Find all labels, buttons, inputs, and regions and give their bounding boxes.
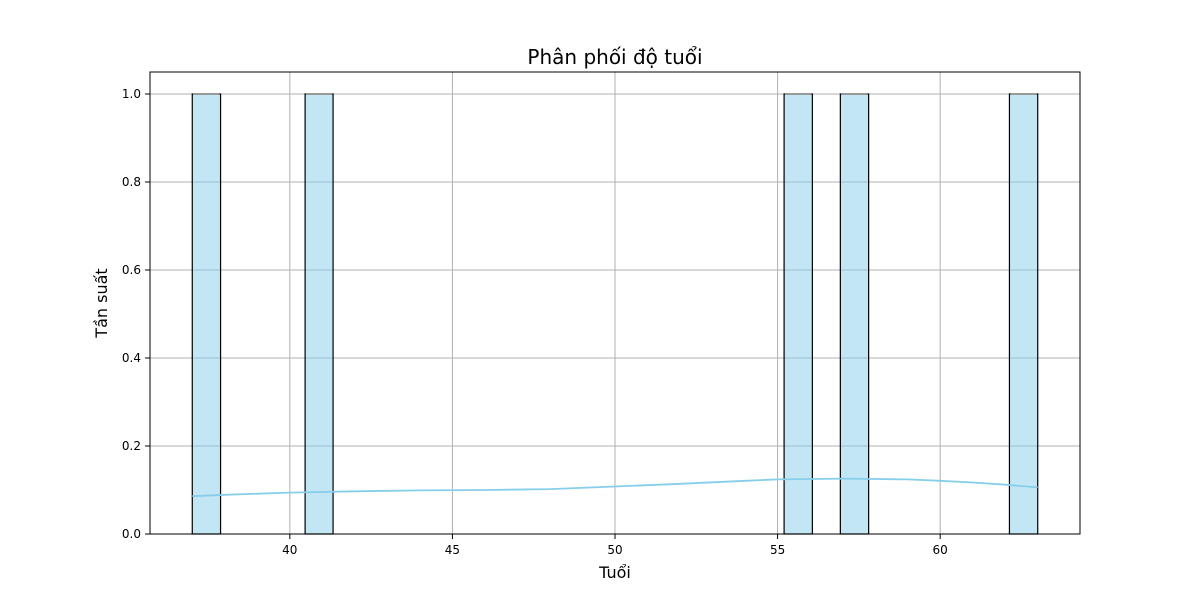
histogram-bar [191, 93, 222, 535]
histogram-bar [839, 93, 870, 535]
y-tick-label: 0.2 [122, 439, 141, 453]
kde-layer [192, 477, 1038, 498]
grid-layer [150, 72, 1080, 535]
histogram-bar [1008, 93, 1039, 535]
y-tick-label: 0.0 [122, 527, 141, 541]
x-axis-label: Tuổi [598, 563, 631, 582]
chart-title: Phân phối độ tuổi [527, 45, 702, 69]
x-tick-label: 55 [770, 543, 785, 557]
x-tick-label: 50 [607, 543, 622, 557]
x-tick-label: 45 [445, 543, 460, 557]
kde-curve [192, 477, 1038, 498]
y-tick-label: 0.6 [122, 263, 141, 277]
histogram-bar [304, 93, 334, 535]
y-tick-label: 0.4 [122, 351, 141, 365]
histogram-bar [783, 93, 813, 535]
y-axis-label: Tần suất [92, 268, 111, 338]
x-tick-label: 60 [933, 543, 948, 557]
ticks-layer: 40 45 50 55 60 0.0 0.2 0.4 0.6 0.8 1.0 [122, 87, 948, 557]
y-tick-label: 0.8 [122, 175, 141, 189]
y-tick-label: 1.0 [122, 87, 141, 101]
x-tick-label: 40 [282, 543, 297, 557]
bars-layer [191, 93, 1039, 535]
